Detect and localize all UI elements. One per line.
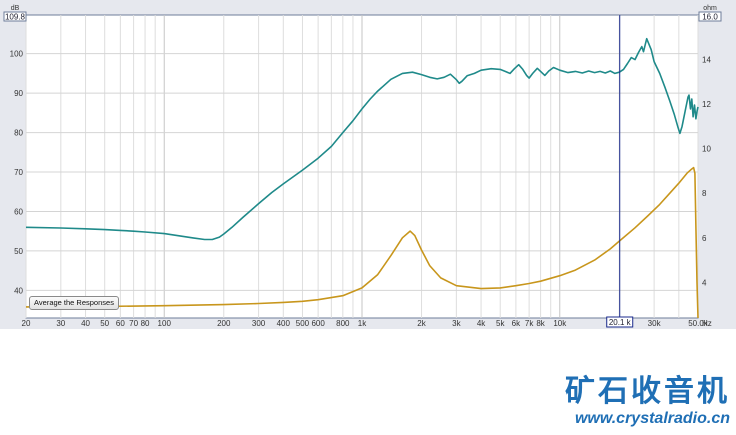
x-tick-label: 8k — [536, 319, 545, 328]
x-tick-label: 500 — [296, 319, 310, 328]
cursor-readout-label: 20.1 k — [609, 318, 632, 327]
x-tick-label: 1k — [358, 319, 367, 328]
y-right-tick-label: 4 — [702, 278, 707, 287]
x-tick-label: 80 — [141, 319, 150, 328]
y-left-tick-label: 50 — [14, 247, 23, 256]
x-tick-label: 40 — [81, 319, 90, 328]
y-right-tick-label: 6 — [702, 234, 707, 243]
cursor-layer: 20.1 k — [606, 15, 634, 328]
graph-panel: 20.1 k 20 30 40 50 60 70 80 100 200 300 400 500 600 8… — [0, 0, 736, 329]
x-tick-label: 10k — [553, 319, 567, 328]
x-tick-label: 300 — [252, 319, 266, 328]
x-tick-label: 5k — [496, 319, 505, 328]
y-left-unit: dB — [11, 5, 20, 12]
cursor-readout-box — [606, 316, 634, 328]
tick-labels: 20 30 40 50 60 70 80 100 200 300 400 500 600 800 1k 2k 3… — [3, 5, 722, 328]
x-tick-label: 7k — [525, 319, 534, 328]
y-left-top-value: 109.8 — [5, 13, 26, 22]
y-left-top-box[interactable] — [3, 11, 27, 22]
frequency-response-chart: 20.1 k 20 30 40 50 60 70 80 100 200 300 400 500 600 8… — [3, 5, 722, 328]
average-responses-button[interactable]: Average the Responses — [29, 296, 119, 310]
x-tick-label: 6k — [512, 319, 521, 328]
x-tick-label: 30k — [648, 319, 662, 328]
y-right-tick-label: 14 — [702, 56, 711, 65]
x-tick-label: 4k — [477, 319, 486, 328]
x-tick-label: 200 — [217, 319, 231, 328]
y-left-tick-label: 40 — [14, 286, 23, 295]
x-tick-label: 60 — [116, 319, 125, 328]
series-layer — [25, 37, 699, 319]
x-tick-label: 20 — [22, 319, 31, 328]
x-tick-label: 70 — [129, 319, 138, 328]
y-right-tick-label: 12 — [702, 100, 711, 109]
y-left-tick-label: 80 — [14, 129, 23, 138]
y-left-tick-label: 90 — [14, 89, 23, 98]
y-right-tick-label: 10 — [702, 145, 711, 154]
y-right-top-box[interactable] — [698, 11, 722, 22]
y-right-tick-label: 8 — [702, 189, 707, 198]
series-line-impedance — [25, 166, 699, 319]
x-tick-label: 3k — [452, 319, 461, 328]
x-axis-unit: Hz — [702, 319, 712, 328]
x-tick-label: 400 — [277, 319, 291, 328]
x-tick-label: 600 — [311, 319, 325, 328]
y-left-tick-label: 100 — [10, 50, 24, 59]
site-watermark: 矿石收音机 www.crystalradio.cn — [565, 376, 730, 430]
watermark-logo-text: 矿石收音机 — [565, 374, 730, 409]
y-right-top-value: 16.0 — [702, 13, 718, 22]
watermark-url: www.crystalradio.cn — [574, 410, 730, 427]
x-tick-label: 2k — [417, 319, 426, 328]
y-left-tick-label: 60 — [14, 207, 23, 216]
x-tick-label: 800 — [336, 319, 350, 328]
x-tick-label: 30 — [56, 319, 65, 328]
y-left-tick-label: 70 — [14, 168, 23, 177]
y-right-unit: ohm — [703, 5, 717, 12]
series-line-spl — [25, 37, 699, 241]
x-tick-label: 100 — [158, 319, 172, 328]
x-tick-label: 50 — [100, 319, 109, 328]
grid — [25, 15, 699, 318]
x-tick-label: 50.0k — [688, 319, 709, 328]
